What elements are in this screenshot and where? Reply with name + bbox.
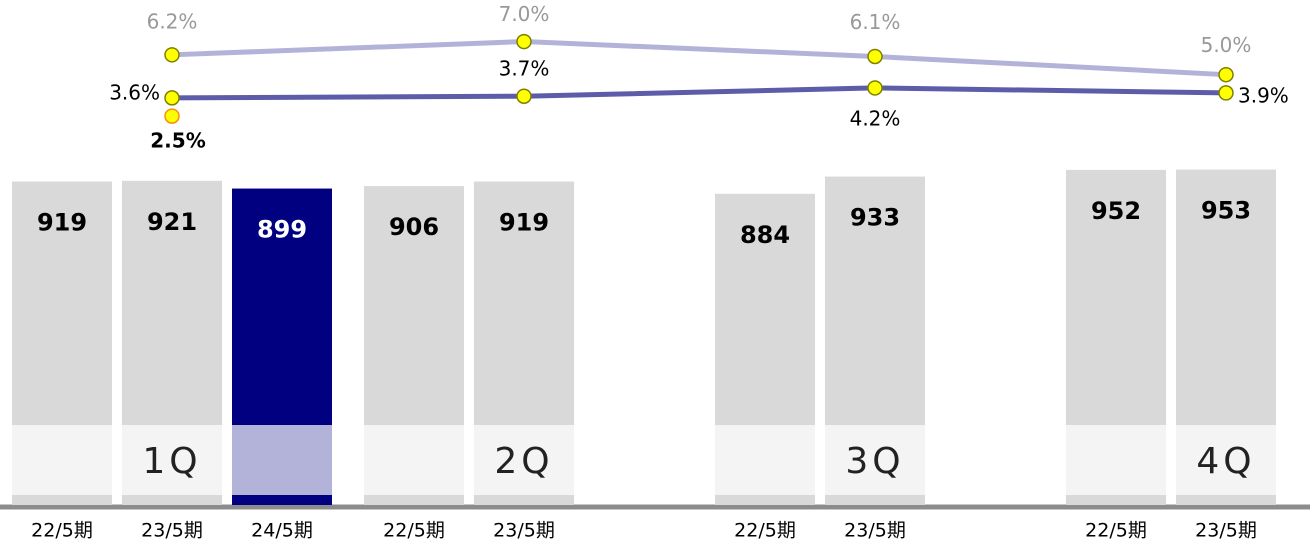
quarter-label: 4Q: [1196, 441, 1255, 482]
point-label: 3.9%: [1238, 83, 1289, 107]
line: [171, 39, 1227, 78]
x-tick-label: 23/5期: [493, 520, 555, 542]
x-tick-label: 24/5期: [251, 520, 313, 542]
point-label: 3.7%: [499, 57, 550, 81]
line-point: [164, 90, 180, 106]
bar-band: [474, 425, 574, 495]
bar-band: [232, 425, 332, 495]
x-tick-label: 22/5期: [31, 520, 93, 542]
line-point: [516, 88, 532, 104]
bar-band: [1066, 425, 1166, 495]
bar-band: [715, 425, 815, 495]
bar-band: [12, 425, 112, 495]
data-label: 952: [1091, 197, 1141, 225]
data-label: 933: [850, 204, 900, 232]
data-label: 899: [257, 216, 307, 244]
line: [171, 85, 1227, 101]
data-label: 921: [147, 208, 197, 236]
data-label: 884: [740, 221, 790, 249]
point-label: 4.2%: [850, 106, 901, 130]
bar-band: [825, 425, 925, 495]
data-label: 906: [389, 213, 439, 241]
bar-band: [1176, 425, 1276, 495]
point-label: 2.5%: [150, 129, 205, 153]
x-tick-label: 23/5期: [141, 520, 203, 542]
data-label: 919: [499, 209, 549, 237]
quarter-label: 2Q: [494, 441, 553, 482]
line-point: [164, 47, 180, 63]
line-point: [867, 80, 883, 96]
line-point: [164, 108, 180, 124]
line-point: [516, 33, 532, 50]
x-tick-label: 22/5期: [383, 520, 445, 542]
point-label: 6.2%: [147, 9, 198, 33]
data-label: 953: [1201, 197, 1251, 225]
x-tick-label: 23/5期: [844, 520, 906, 542]
point-label: 3.6%: [109, 80, 160, 104]
line-point: [1218, 66, 1234, 83]
x-tick-label: 23/5期: [1195, 520, 1257, 542]
point-label: 5.0%: [1201, 33, 1252, 57]
data-label: 919: [37, 209, 87, 237]
x-tick-label: 22/5期: [734, 520, 796, 542]
bar-band: [122, 425, 222, 495]
quarter-label: 3Q: [845, 441, 904, 482]
point-label: 6.1%: [850, 10, 901, 34]
point-label: 7.0%: [499, 2, 550, 26]
line-point: [867, 48, 883, 65]
x-tick-label: 22/5期: [1085, 520, 1147, 542]
bar-band: [364, 425, 464, 495]
quarter-label: 1Q: [142, 441, 201, 482]
line-point: [1218, 85, 1234, 101]
